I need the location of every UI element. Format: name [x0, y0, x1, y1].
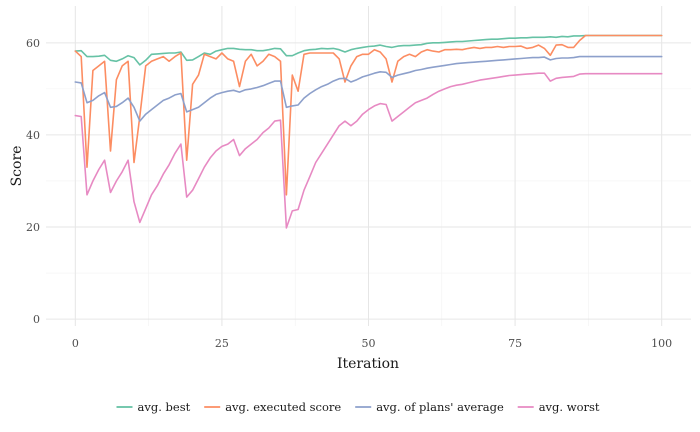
- legend-label: avg. best: [138, 400, 191, 414]
- x-tick-label: 0: [72, 337, 79, 350]
- x-axis-title: Iteration: [337, 356, 399, 372]
- series-line-avg-best: [74, 34, 663, 66]
- x-tick-label: 50: [362, 337, 376, 350]
- legend-item: avg. executed score: [204, 400, 341, 414]
- x-tick-label: 25: [215, 337, 229, 350]
- legend: avg. best avg. executed score avg. of plan…: [116, 400, 600, 414]
- y-tick-label: 60: [26, 37, 40, 50]
- series-lines: [74, 34, 663, 229]
- legend-label: avg. of plans' average: [376, 400, 504, 414]
- y-axis-title: Score: [9, 146, 25, 187]
- y-tick-label: 0: [33, 313, 40, 326]
- legend-label: avg. worst: [539, 400, 600, 414]
- legend-item: avg. worst: [517, 400, 600, 414]
- series-line-avg-of-plans-average: [74, 55, 663, 122]
- legend-item: avg. of plans' average: [355, 400, 504, 414]
- legend-item: avg. best: [116, 400, 191, 414]
- y-axis-ticks: 0 20 40 60: [26, 37, 40, 326]
- legend-label: avg. executed score: [225, 400, 341, 414]
- y-tick-label: 40: [26, 129, 40, 142]
- y-tick-label: 20: [26, 221, 40, 234]
- series-line-avg-worst: [74, 72, 663, 229]
- series-line-avg-executed-score: [74, 34, 663, 196]
- x-tick-label: 75: [508, 337, 522, 350]
- x-tick-label: 100: [651, 337, 672, 350]
- x-axis-ticks: 0 25 50 75 100: [72, 337, 672, 350]
